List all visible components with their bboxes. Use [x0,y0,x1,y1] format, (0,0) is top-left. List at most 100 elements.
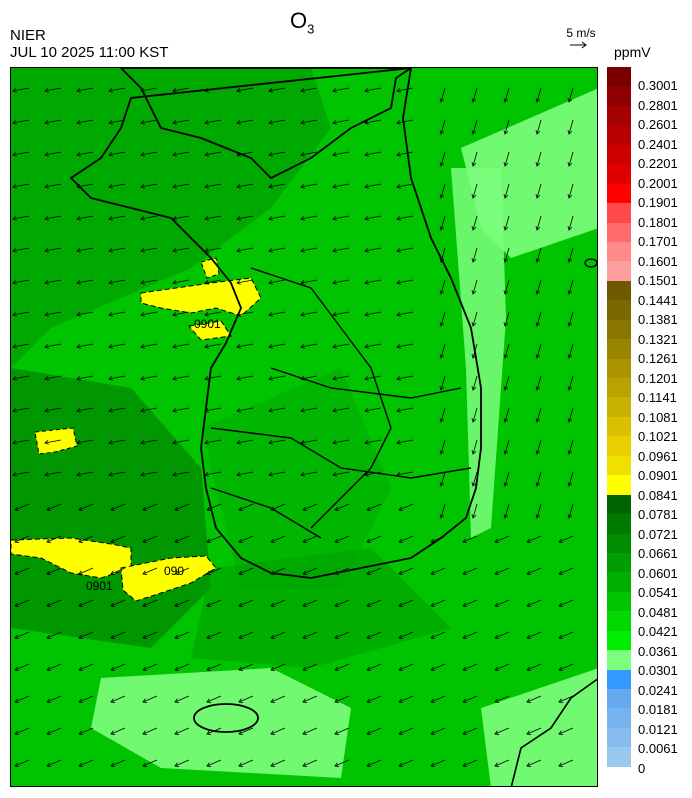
wind-arrow [270,567,286,575]
wind-arrow [334,663,350,671]
wind-arrow-head [302,538,308,543]
wind-arrow-head [462,730,468,735]
wind-arrow-head [535,194,541,199]
wind-arrow [238,759,254,767]
wind-arrow-head [204,184,209,189]
wind-arrow-head [236,312,241,317]
wind-arrow-head [302,602,308,607]
wind-arrow [110,663,126,671]
wind-arrow [238,567,254,575]
wind-arrow [440,311,446,327]
wind-arrow-head [567,258,573,263]
wind-arrow-head [558,698,564,703]
wind-arrow-head [364,312,369,317]
wind-arrow-head [108,184,113,189]
wind-arrow-head [558,570,564,575]
wind-arrow [14,695,30,703]
wind-arrow [108,375,126,380]
legend-swatch [607,183,631,204]
wind-arrow-head [204,376,209,381]
wind-arrow [206,567,222,575]
eastern-island [584,258,597,268]
wind-arrow [440,439,446,455]
wind-arrow [526,727,542,735]
wind-arrow [558,535,574,543]
wind-arrow-head [108,280,113,285]
wind-arrow-head [172,408,177,413]
legend-swatch [607,630,631,651]
wind-arrow-head [12,88,17,93]
wind-arrow-head [172,120,177,125]
wind-arrow-head [364,152,369,157]
wind-arrow-head [140,120,145,125]
wind-arrow-head [14,634,20,639]
wind-arrow [504,471,510,487]
wind-arrow [364,119,382,124]
wind-arrow-head [471,450,477,455]
wind-arrow [76,87,94,92]
wind-arrow [108,439,126,444]
wind-arrow [12,247,30,252]
wind-arrow-head [206,634,212,639]
wind-arrow [78,727,94,735]
wind-arrow [302,567,318,575]
wind-arrow [472,279,478,295]
wind-arrow [300,311,318,316]
wind-arrow-head [535,450,541,455]
wind-arrow [204,471,222,476]
wind-arrow-head [108,88,113,93]
wind-arrow [174,663,190,671]
wind-arrow [142,727,158,735]
wind-arrow-head [300,312,305,317]
wind-arrow-head [396,376,401,381]
wind-arrow [206,727,222,735]
wind-arrow [12,311,30,316]
wind-arrow-head [535,418,541,423]
wind-arrow [568,407,574,423]
legend-label: 0.1901 [638,195,678,210]
legend-label: 0.0541 [638,585,678,600]
wind-arrow-head [236,472,241,477]
wind-arrow-head [300,376,305,381]
wind-arrow-head [206,762,212,767]
wind-arrow-head [398,762,404,767]
wind-arrow [268,151,286,156]
wind-arrow-head [439,354,445,359]
wind-arrow [140,247,158,252]
wind-arrow-head [238,666,244,671]
wind-arrow [172,247,190,252]
wind-arrow [174,567,190,575]
wind-arrow [472,247,478,263]
wind-arrow-head [439,98,445,103]
wind-arrow [270,503,286,511]
wind-arrow-head [108,344,113,349]
wind-arrow-head [44,344,49,349]
wind-arrow [236,247,254,252]
wind-arrow [172,119,190,124]
wind-arrow-head [558,730,564,735]
wind-arrow-head [204,440,209,445]
wind-arrow-head [567,482,573,487]
wind-arrow-head [172,344,177,349]
wind-arrow [526,663,542,671]
wind-arrow [174,503,190,511]
wind-arrow [398,727,414,735]
wind-arrow [558,567,574,575]
wind-arrow [78,663,94,671]
wind-arrow [268,119,286,124]
wind-arrow [398,663,414,671]
legend-label: 0.0121 [638,721,678,737]
wind-arrow-head [236,280,241,285]
wind-arrow-head [140,344,145,349]
wind-arrow [494,631,510,639]
wind-arrow [472,87,478,103]
wind-arrow [440,215,446,231]
legend-label: 0.0601 [638,565,678,581]
wind-arrow-head [471,226,477,231]
wind-arrow-head [14,666,20,671]
wind-arrow-head [268,376,273,381]
wind-arrow-head [268,248,273,253]
wind-arrow-head [494,602,500,607]
wind-arrow [494,759,510,767]
wind-arrow-head [204,88,209,93]
